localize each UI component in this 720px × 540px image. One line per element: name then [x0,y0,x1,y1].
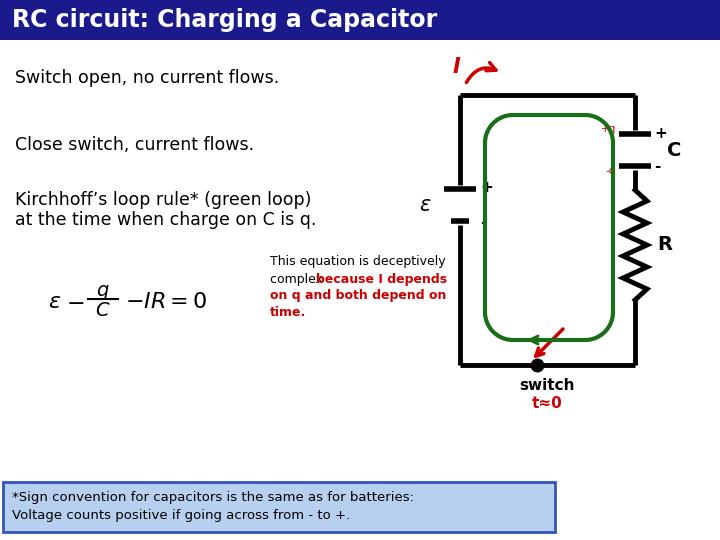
Text: -q: -q [606,166,616,176]
Text: $\varepsilon$: $\varepsilon$ [48,292,62,312]
Text: $C$: $C$ [95,300,111,320]
Text: at the time when charge on C is q.: at the time when charge on C is q. [15,211,316,229]
Text: switch: switch [519,377,575,393]
FancyBboxPatch shape [3,482,555,532]
Text: +: + [654,126,667,141]
Text: complex: complex [270,273,327,286]
Text: R: R [657,235,672,254]
Text: t≈0: t≈0 [531,395,562,410]
Text: RC circuit: Charging a Capacitor: RC circuit: Charging a Capacitor [12,8,437,32]
Text: $q$: $q$ [96,282,110,301]
Text: -: - [480,215,487,231]
Text: This equation is deceptively: This equation is deceptively [270,255,446,268]
Text: -: - [654,159,660,173]
Text: I: I [452,57,460,77]
Text: Close switch, current flows.: Close switch, current flows. [15,136,254,154]
Text: on q and both depend on: on q and both depend on [270,289,446,302]
Text: Switch open, no current flows.: Switch open, no current flows. [15,69,279,87]
Text: Kirchhoff’s loop rule* (green loop): Kirchhoff’s loop rule* (green loop) [15,191,311,209]
Text: $- IR = 0$: $- IR = 0$ [125,292,208,312]
Text: $-$: $-$ [66,292,84,312]
Text: +q: +q [600,124,616,134]
Text: +: + [480,179,492,194]
Text: time.: time. [270,307,306,320]
Bar [0,0,720,40]
Text: Voltage counts positive if going across from - to +.: Voltage counts positive if going across … [12,510,350,523]
Text: because I depends: because I depends [316,273,447,286]
Text: $\varepsilon$: $\varepsilon$ [420,195,432,215]
Text: C: C [667,140,681,159]
Text: *Sign convention for capacitors is the same as for batteries:: *Sign convention for capacitors is the s… [12,491,414,504]
